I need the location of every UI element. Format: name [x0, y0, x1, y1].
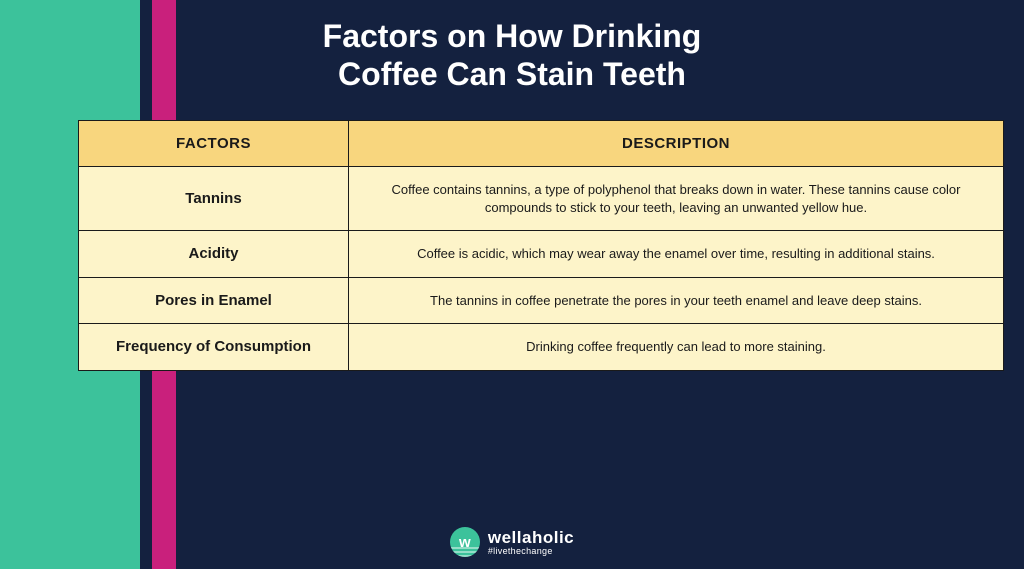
- logo-letter: w: [459, 534, 471, 551]
- table-row: Pores in Enamel The tannins in coffee pe…: [79, 277, 1004, 324]
- brand-logo-icon: w: [450, 527, 480, 557]
- factor-cell: Frequency of Consumption: [79, 324, 349, 371]
- page-title: Factors on How Drinking Coffee Can Stain…: [0, 18, 1024, 94]
- title-line-1: Factors on How Drinking: [0, 18, 1024, 56]
- table-row: Frequency of Consumption Drinking coffee…: [79, 324, 1004, 371]
- table-row: Tannins Coffee contains tannins, a type …: [79, 167, 1004, 231]
- table-header-row: Factors Description: [79, 121, 1004, 167]
- brand-name: wellaholic: [488, 528, 574, 547]
- brand-tagline: #livethechange: [488, 547, 574, 556]
- factor-cell: Pores in Enamel: [79, 277, 349, 324]
- factor-cell: Acidity: [79, 231, 349, 278]
- description-cell: Coffee contains tannins, a type of polyp…: [349, 167, 1004, 231]
- description-cell: The tannins in coffee penetrate the pore…: [349, 277, 1004, 324]
- factor-cell: Tannins: [79, 167, 349, 231]
- infographic-canvas: Factors on How Drinking Coffee Can Stain…: [0, 0, 1024, 569]
- factors-table: Factors Description Tannins Coffee conta…: [78, 120, 1004, 371]
- description-cell: Drinking coffee frequently can lead to m…: [349, 324, 1004, 371]
- header-description: Description: [349, 121, 1004, 167]
- title-line-2: Coffee Can Stain Teeth: [0, 56, 1024, 94]
- brand-text: wellaholic #livethechange: [488, 529, 574, 556]
- factors-table-container: Factors Description Tannins Coffee conta…: [78, 120, 1004, 371]
- description-cell: Coffee is acidic, which may wear away th…: [349, 231, 1004, 278]
- table-row: Acidity Coffee is acidic, which may wear…: [79, 231, 1004, 278]
- table-body: Tannins Coffee contains tannins, a type …: [79, 167, 1004, 371]
- footer: w wellaholic #livethechange: [0, 527, 1024, 557]
- header-factors: Factors: [79, 121, 349, 167]
